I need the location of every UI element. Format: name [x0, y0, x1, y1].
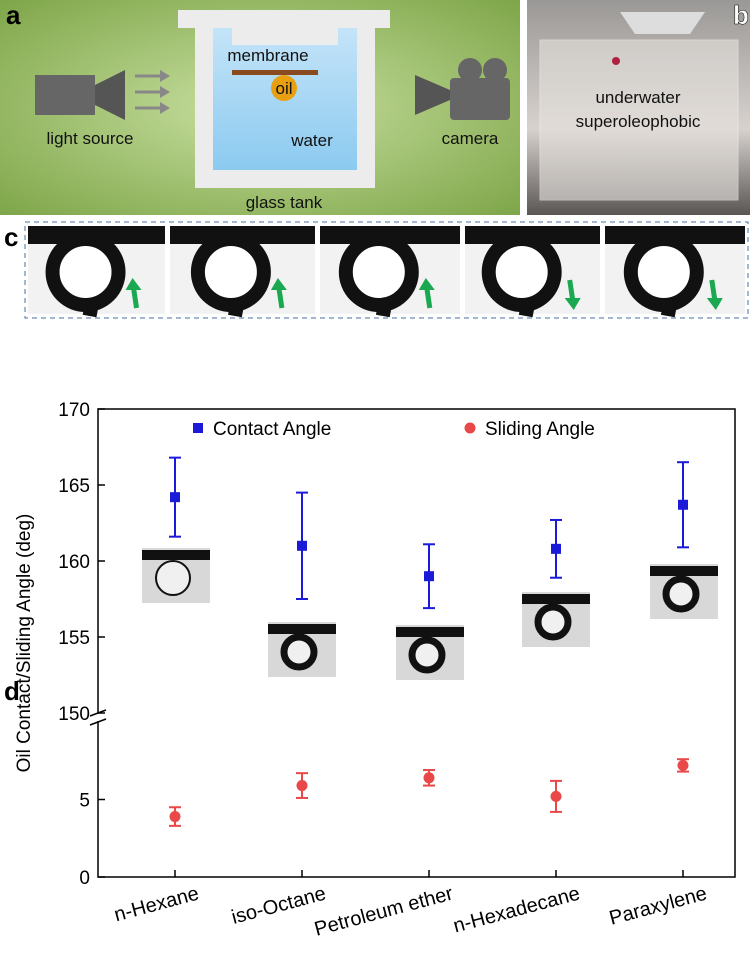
data-point: [297, 540, 307, 551]
inset-surface: [268, 624, 336, 634]
arrow: [276, 287, 285, 309]
data-point: [464, 422, 476, 434]
light-source: [35, 75, 95, 115]
data-point: [296, 780, 308, 792]
arrow: [131, 287, 140, 309]
data-point: [551, 543, 561, 554]
data-point: [678, 499, 688, 510]
arrow: [424, 287, 433, 309]
inset-drop: [408, 636, 446, 674]
data-point: [677, 759, 689, 771]
holder: [232, 28, 338, 45]
light-source: [95, 70, 125, 120]
label: oil: [275, 79, 292, 98]
break-mark: [89, 718, 107, 726]
panel-label: c: [4, 222, 18, 252]
data-point: [424, 571, 434, 582]
legend-label: Contact Angle: [213, 419, 331, 440]
holder: [620, 12, 705, 34]
y-tick-label: 0: [79, 868, 90, 889]
label: underwater: [595, 88, 680, 107]
data-point: [169, 811, 181, 823]
data-point: [193, 423, 203, 433]
y-tick-label: 150: [58, 704, 90, 725]
light-arrows: [135, 74, 160, 110]
arrow-head: [418, 278, 435, 290]
drop: [338, 232, 419, 312]
membrane: [232, 70, 318, 75]
y-tick-label: 170: [58, 400, 90, 421]
arrow-head: [270, 278, 287, 290]
x-tick-label: n-Hexane: [112, 883, 201, 927]
panel-c: c: [4, 221, 749, 319]
panel-b: b underwater superoleophobic: [527, 0, 750, 215]
drop: [190, 232, 271, 312]
label: light source: [47, 129, 134, 148]
data-point: [170, 492, 180, 503]
arrow-head: [125, 278, 142, 290]
y-tick-label: 160: [58, 552, 90, 573]
inset-drop: [534, 603, 572, 641]
inset-drop: [155, 560, 191, 596]
arrow: [567, 279, 576, 301]
inset-surface: [142, 550, 210, 560]
label: water: [290, 131, 333, 150]
arrow-head: [706, 298, 723, 310]
arrow-head: [564, 298, 581, 310]
y-tick-label: 5: [79, 791, 90, 812]
label: membrane: [227, 46, 308, 65]
camera: [450, 78, 510, 120]
panel-label: b: [733, 0, 749, 30]
inset-surface: [396, 627, 464, 637]
inset-drop: [280, 633, 318, 671]
x-tick-label: Petroleum ether: [312, 882, 455, 940]
drop: [45, 232, 126, 312]
panel-label: d: [4, 676, 20, 706]
x-tick-label: Paraxylene: [607, 883, 709, 930]
tank: [539, 39, 739, 201]
legend-label: Sliding Angle: [485, 419, 595, 440]
panel-d: d 0 5 150 155 160 165 170 Oil Contact/Sliding A…: [4, 400, 736, 941]
data-point: [423, 772, 435, 784]
label: glass tank: [246, 193, 323, 212]
camera-lens: [415, 75, 450, 115]
label: camera: [442, 129, 499, 148]
frame: [24, 221, 749, 319]
y-tick-label: 165: [58, 476, 90, 497]
inset-surface: [650, 566, 718, 576]
inset-surface: [522, 594, 590, 604]
panel-label: a: [6, 0, 21, 30]
panel-a: a membrane oil water light source camera…: [0, 0, 520, 215]
label: superoleophobic: [576, 112, 701, 131]
tank-lid: [178, 10, 390, 28]
oil-drop: [271, 75, 297, 101]
plot-frame: [97, 408, 736, 878]
data-point: [550, 790, 562, 802]
y-tick-label: 155: [58, 628, 90, 649]
x-tick-label: n-Hexadecane: [451, 883, 582, 938]
y-axis-label: Oil Contact/Sliding Angle (deg): [14, 514, 35, 773]
arrow: [709, 279, 718, 301]
drop: [481, 232, 562, 312]
drop: [623, 232, 704, 312]
axis-break: [90, 714, 106, 721]
inset-drop: [662, 575, 700, 613]
